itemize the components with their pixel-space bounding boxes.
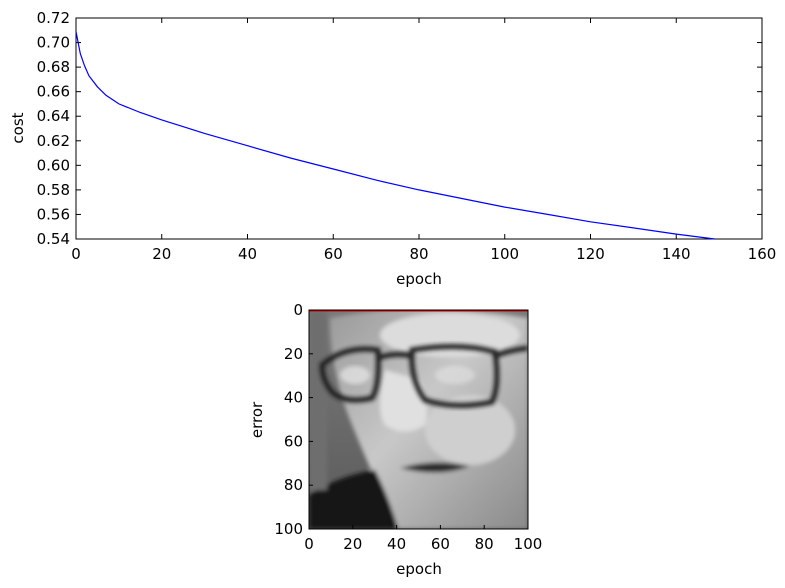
cost-x-tick-label: 120	[576, 245, 605, 263]
image-x-tick-label: 20	[343, 535, 362, 553]
cost-y-tick-label: 0.72	[37, 9, 70, 27]
cost-y-tick-label: 0.62	[37, 132, 70, 150]
image-x-tick-label: 80	[475, 535, 494, 553]
cost-chart: 0 20 40 60 80 100 120 140 160 0.54 0.56 0.58 0.60 0.6…	[9, 9, 776, 288]
image-y-tick-label: 60	[284, 432, 303, 450]
image-plot-frame	[308, 309, 529, 530]
cost-plot-frame	[75, 17, 763, 240]
image-y-tick-label: 100	[274, 520, 303, 538]
cost-y-axis-label: cost	[9, 112, 27, 143]
cost-x-tick-label: 0	[71, 245, 81, 263]
image-x-tick-label: 60	[431, 535, 450, 553]
image-y-tick-label: 40	[284, 389, 303, 407]
cost-y-tick-label: 0.70	[37, 34, 70, 52]
cost-y-tick-label: 0.54	[37, 230, 70, 248]
cost-series-line	[75, 31, 715, 240]
image-y-tick-label: 80	[284, 476, 303, 494]
cost-x-tick-label: 20	[152, 245, 171, 263]
image-x-axis-label: epoch	[396, 560, 442, 578]
cost-y-tick-label: 0.68	[37, 58, 70, 76]
cost-y-tick-label: 0.60	[37, 156, 70, 174]
face-image	[309, 310, 528, 529]
cost-x-axis-label: epoch	[396, 270, 442, 288]
cost-x-tick-label: 60	[324, 245, 343, 263]
cost-ticks: 0 20 40 60 80 100 120 140 160 0.54 0.56 0.58 0.60 0.6…	[37, 9, 777, 263]
cost-y-tick-label: 0.64	[37, 107, 70, 125]
image-y-tick-label: 0	[293, 301, 303, 319]
image-x-tick-label: 0	[304, 535, 314, 553]
cost-x-tick-label: 140	[662, 245, 691, 263]
cost-y-tick-label: 0.66	[37, 83, 70, 101]
cost-x-tick-label: 160	[748, 245, 777, 263]
cost-x-tick-label: 40	[238, 245, 257, 263]
image-x-tick-label: 100	[514, 535, 543, 553]
image-x-tick-label: 40	[387, 535, 406, 553]
cost-y-tick-label: 0.58	[37, 181, 70, 199]
cost-y-tick-label: 0.56	[37, 205, 70, 223]
image-y-axis-label: error	[248, 401, 266, 438]
cost-x-tick-label: 80	[409, 245, 428, 263]
cost-x-tick-label: 100	[490, 245, 519, 263]
image-y-tick-label: 20	[284, 345, 303, 363]
